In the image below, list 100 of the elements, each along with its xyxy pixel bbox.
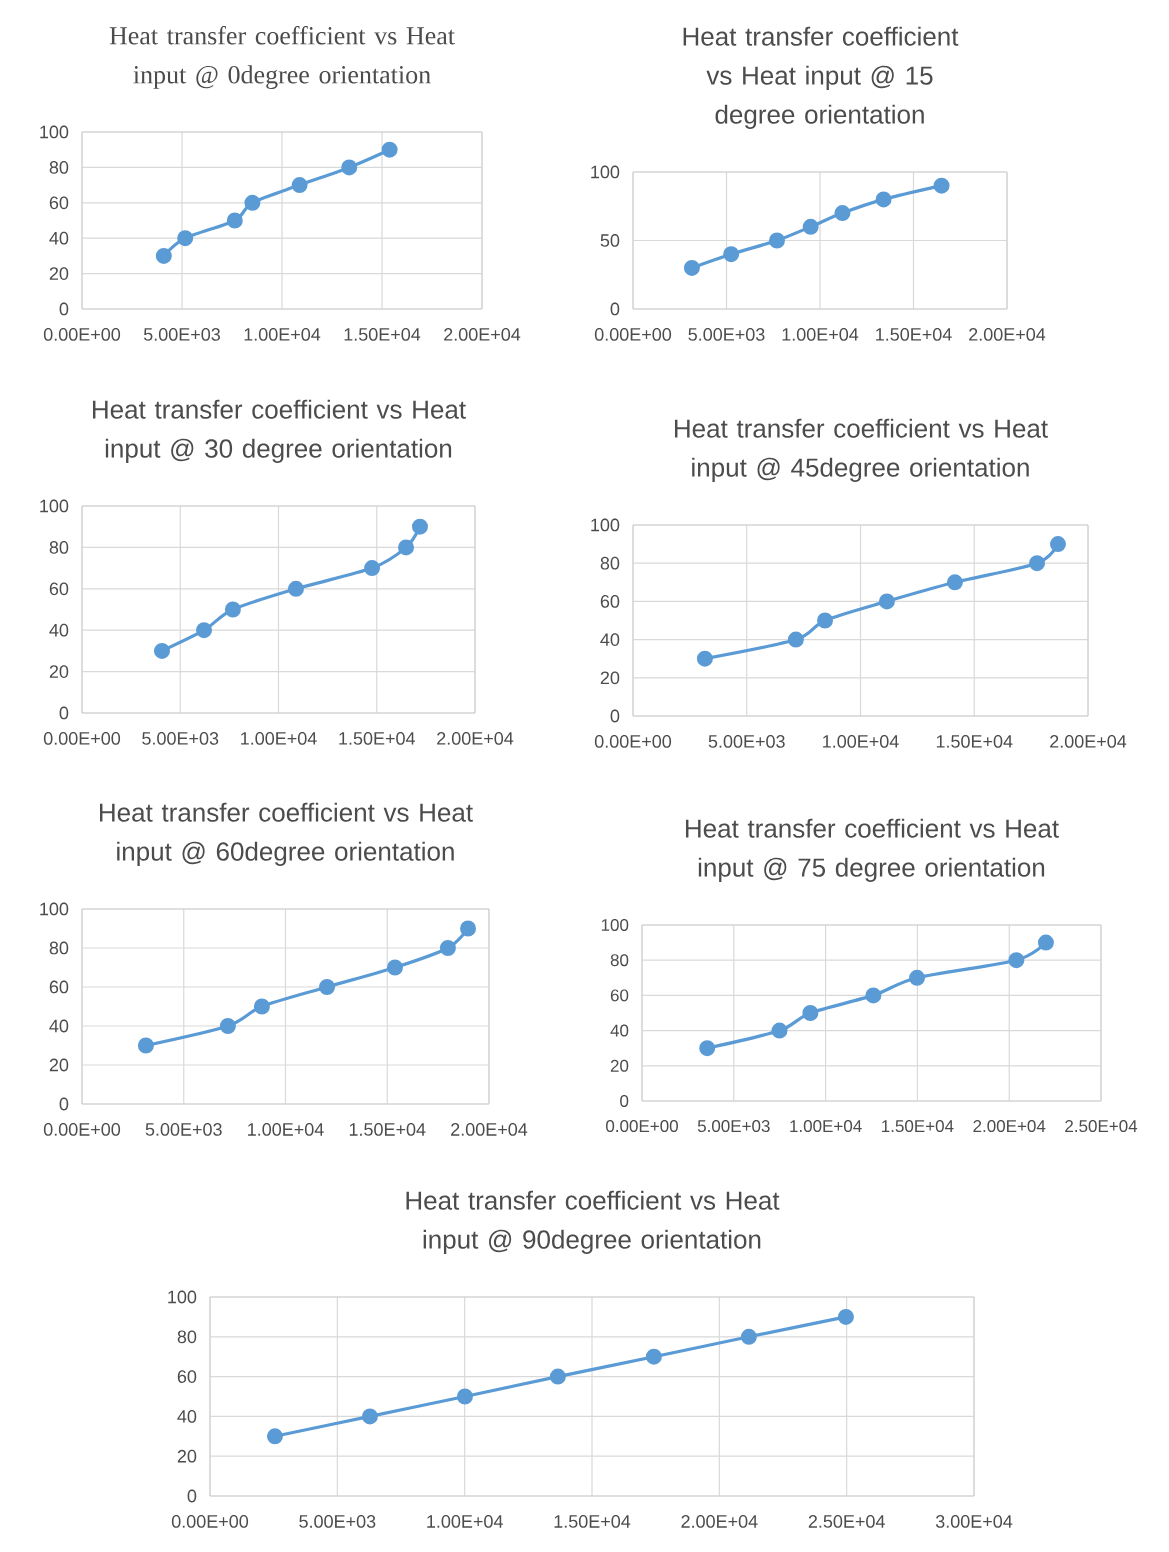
y-tick-label: 0 <box>610 302 620 316</box>
point <box>456 1388 473 1405</box>
y-tick-label: 20 <box>600 671 620 685</box>
x-tick-label: 2.00E+04 <box>973 1120 1046 1133</box>
point <box>699 1040 716 1057</box>
point <box>946 574 963 591</box>
x-tick-label: 1.00E+04 <box>241 732 317 745</box>
y-tick-label: 60 <box>49 582 69 596</box>
point <box>865 987 882 1004</box>
chart-title: Heat transfer coefficient vs Heat input @ 75 degree orientation <box>686 818 1059 882</box>
y-tick-label: 60 <box>49 980 69 994</box>
x-tick-label: 5.00E+03 <box>145 1123 222 1136</box>
x-tick-label: 2.00E+04 <box>437 732 514 745</box>
y-tick-label: 80 <box>600 556 620 570</box>
x-tick-label: 5.00E+03 <box>142 732 219 745</box>
x-tick-label: 0.00E+00 <box>594 735 672 748</box>
point <box>771 1022 788 1039</box>
point <box>219 1017 236 1034</box>
chart-title: Heat transfer coefficient vs Heat input @ 60degree orientation <box>100 802 473 866</box>
x-tick-label: 1.50E+04 <box>344 328 421 341</box>
point <box>398 539 415 556</box>
y-tick-label: 40 <box>49 1019 69 1033</box>
x-tick-label: 1.00E+04 <box>823 735 899 748</box>
y-tick-label: 0 <box>59 1097 69 1111</box>
y-tick-label: 100 <box>591 165 620 179</box>
y-tick-label: 100 <box>591 518 620 532</box>
point <box>740 1328 757 1345</box>
point <box>768 232 785 249</box>
point <box>224 601 241 618</box>
x-tick-label: 0.00E+00 <box>594 328 672 341</box>
x-tick-label: 1.00E+04 <box>248 1123 324 1136</box>
x-tick-label: 5.00E+03 <box>143 328 220 341</box>
point <box>287 580 304 597</box>
chart-title: Heat transfer coefficient vs Heat input @ 0degree orientation <box>109 25 455 89</box>
y-tick-label: 50 <box>600 234 620 247</box>
y-tick-label: 60 <box>177 1370 197 1383</box>
y-tick-label: 100 <box>40 125 69 139</box>
point <box>244 194 261 211</box>
x-tick-label: 1.50E+04 <box>882 1120 954 1133</box>
y-tick-label: 100 <box>40 499 69 513</box>
y-tick-label: 40 <box>49 231 69 245</box>
y-tick-label: 20 <box>610 1059 629 1072</box>
y-tick-label: 40 <box>610 1024 629 1037</box>
point <box>439 939 456 956</box>
y-tick-label: 80 <box>49 941 69 955</box>
x-tick-label: 2.00E+04 <box>1050 735 1127 748</box>
x-tick-label: 1.50E+04 <box>349 1123 426 1136</box>
x-tick-label: 5.00E+03 <box>708 735 785 748</box>
point <box>381 141 398 158</box>
point <box>802 218 819 235</box>
point <box>1049 536 1066 553</box>
point <box>1029 555 1046 572</box>
x-tick-label: 1.00E+04 <box>790 1120 862 1133</box>
y-tick-label: 0 <box>620 1094 629 1107</box>
y-tick-label: 80 <box>177 1330 197 1344</box>
x-tick-label: 5.00E+03 <box>697 1120 770 1133</box>
point <box>696 650 713 667</box>
x-tick-label: 0.00E+00 <box>43 732 121 745</box>
y-tick-label: 80 <box>49 161 69 174</box>
y-tick-label: 20 <box>49 1058 69 1072</box>
point <box>875 191 892 208</box>
x-tick-label: 2.50E+04 <box>808 1515 885 1528</box>
x-tick-label: 5.00E+03 <box>688 328 765 341</box>
y-tick-label: 60 <box>600 595 620 608</box>
x-tick-label: 2.00E+04 <box>444 328 521 341</box>
x-tick-label: 1.00E+04 <box>782 328 859 341</box>
chart-title: Heat transfer coefficient vs Heat input @ 90degree orientation <box>406 1190 780 1254</box>
point <box>549 1368 566 1385</box>
y-tick-label: 40 <box>49 623 69 637</box>
point <box>909 969 926 986</box>
chart-title: Heat transfer coefficient vs Heat input @ 30 degree orientation <box>93 399 466 463</box>
point <box>723 246 740 263</box>
point <box>837 1308 854 1325</box>
x-tick-label: 0.00E+00 <box>171 1515 249 1528</box>
y-tick-label: 0 <box>59 706 69 720</box>
y-tick-label: 20 <box>49 665 69 678</box>
x-tick-label: 2.00E+04 <box>451 1123 528 1136</box>
x-tick-label: 2.50E+04 <box>1065 1120 1138 1133</box>
chart-title: Heat transfer coefficient vs Heat input @ 45degree orientation <box>675 418 1048 482</box>
y-tick-label: 40 <box>600 633 620 646</box>
point <box>266 1428 283 1445</box>
point <box>787 631 804 648</box>
chart-title: Heat transfer coefficient vs Heat input @ 15 degree orientation <box>683 26 959 129</box>
point <box>460 920 477 937</box>
point <box>1008 952 1025 969</box>
x-tick-label: 1.50E+04 <box>339 732 415 745</box>
point <box>155 247 172 264</box>
point <box>291 177 308 194</box>
y-tick-label: 100 <box>168 1290 197 1304</box>
x-tick-label: 0.00E+00 <box>606 1120 678 1133</box>
x-tick-label: 2.00E+04 <box>969 328 1046 341</box>
point <box>1037 934 1054 951</box>
point <box>817 612 834 629</box>
y-tick-label: 100 <box>40 902 69 916</box>
point <box>834 205 851 222</box>
point <box>226 212 243 229</box>
x-tick-label: 1.50E+04 <box>876 328 952 341</box>
y-tick-label: 0 <box>610 709 620 723</box>
point <box>386 959 403 976</box>
point <box>411 518 428 535</box>
